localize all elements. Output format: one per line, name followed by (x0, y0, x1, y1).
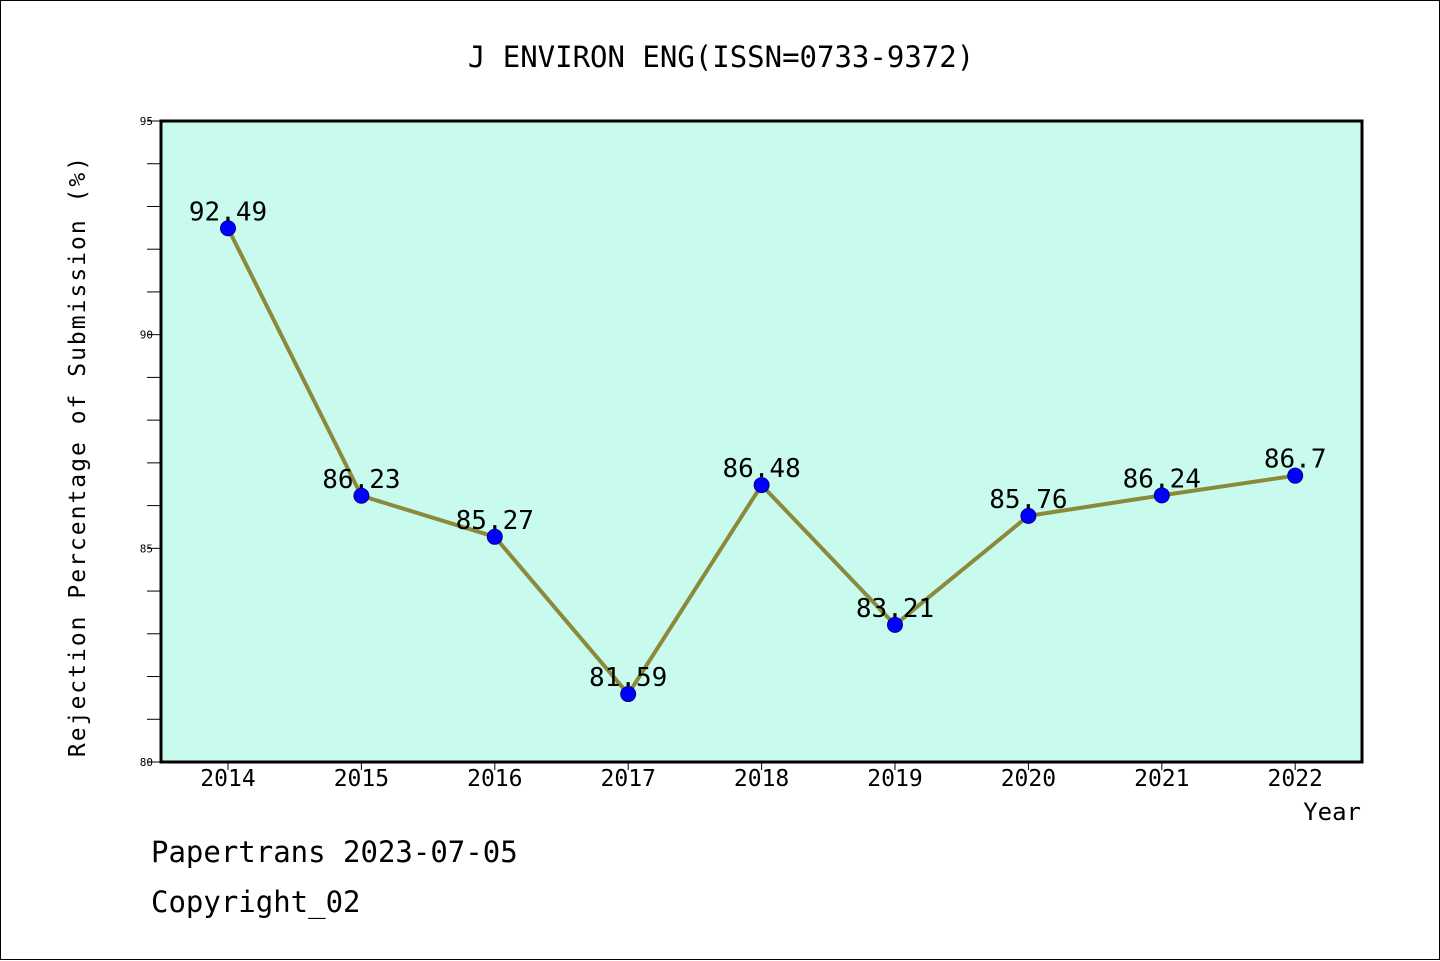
chart-title: J ENVIRON ENG(ISSN=0733-9372) (468, 40, 974, 74)
data-label-group: 92.49 86.23 85.27 81.59 86.48 83.21 85.76 86.24… (189, 197, 1327, 693)
copyright-text: Copyright_02 (151, 885, 361, 919)
x-tick-label: 2016 (467, 766, 522, 792)
data-label: 85.76 (989, 485, 1067, 515)
x-axis-label: Year (1303, 798, 1361, 826)
x-tick-label: 2019 (867, 766, 922, 792)
data-point-marker (1020, 507, 1037, 524)
source-date-text: Papertrans 2023-07-05 (151, 835, 518, 869)
data-label: 86.23 (322, 465, 400, 495)
y-tick-label: 85 (140, 542, 153, 555)
data-point-marker (620, 686, 637, 703)
data-label: 86.48 (722, 454, 800, 484)
x-tick-label: 2017 (601, 766, 656, 792)
y-axis-label: Rejection Percentage of Submission (%) (65, 155, 91, 757)
y-axis: 80 85 90 95 (140, 115, 161, 769)
data-point-marker (1153, 487, 1170, 504)
x-tick-label: 2014 (200, 766, 255, 792)
plot-area (159, 119, 1364, 764)
data-point-marker (753, 477, 770, 494)
data-point-marker (353, 487, 370, 504)
data-label: 86.7 (1264, 445, 1327, 475)
x-axis: 2014 2015 2016 2017 2018 2019 2020 2021 2022 (200, 762, 1323, 792)
data-point-marker (220, 220, 236, 237)
data-label: 81.59 (589, 663, 667, 693)
y-tick-label: 95 (140, 115, 153, 128)
y-tick-label: 80 (140, 756, 153, 769)
x-tick-label: 2015 (334, 766, 389, 792)
x-tick-label: 2020 (1001, 766, 1056, 792)
x-tick-label: 2022 (1268, 766, 1323, 792)
series-line-group (220, 220, 1304, 703)
data-point-marker (486, 528, 503, 545)
data-label: 85.27 (456, 506, 534, 536)
x-tick-label: 2018 (734, 766, 789, 792)
data-point-marker (1287, 467, 1304, 484)
y-tick-label: 90 (140, 329, 153, 342)
data-label: 92.49 (189, 197, 267, 227)
data-label: 83.21 (856, 594, 934, 624)
data-point-marker (887, 616, 903, 633)
data-label: 86.24 (1123, 464, 1201, 494)
x-tick-label: 2021 (1134, 766, 1189, 792)
